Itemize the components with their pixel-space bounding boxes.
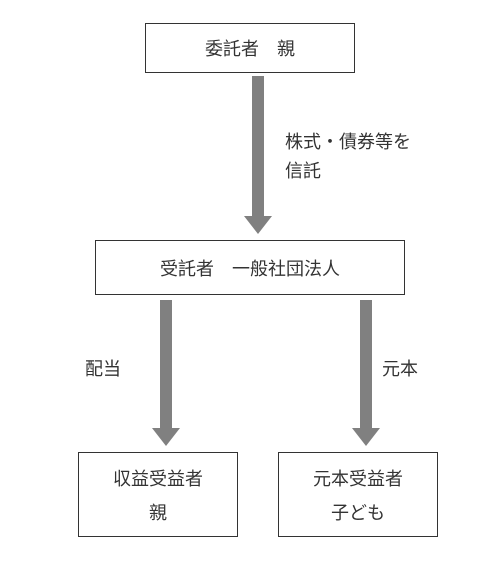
arrow-trustee-principal [352, 300, 380, 446]
income-beneficiary-box: 収益受益者 親 [78, 452, 238, 537]
principal-beneficiary-line2: 子ども [331, 499, 385, 525]
arrow-shaft [252, 76, 264, 216]
arrow-shaft [160, 300, 172, 428]
income-beneficiary-line1: 収益受益者 [113, 465, 203, 491]
arrow-head-icon [152, 428, 180, 446]
arrow-trustee-income [152, 300, 180, 446]
trustor-box: 委託者 親 [145, 23, 355, 73]
arrow-trustor-trustee [244, 76, 272, 234]
edge1-label-line2: 信託 [285, 157, 411, 186]
arrow-head-icon [244, 216, 272, 234]
arrow-shaft [360, 300, 372, 428]
trustor-label: 委託者 親 [205, 35, 295, 61]
edge3-label: 元本 [382, 355, 418, 381]
edge2-label: 配当 [85, 355, 121, 381]
arrow-head-icon [352, 428, 380, 446]
edge1-label: 株式・債券等を 信託 [285, 128, 411, 186]
principal-beneficiary-box: 元本受益者 子ども [278, 452, 438, 537]
edge1-label-line1: 株式・債券等を [285, 128, 411, 157]
trustee-box: 受託者 一般社団法人 [95, 240, 405, 295]
principal-beneficiary-line1: 元本受益者 [313, 465, 403, 491]
income-beneficiary-line2: 親 [149, 499, 167, 525]
trustee-label: 受託者 一般社団法人 [160, 255, 340, 281]
